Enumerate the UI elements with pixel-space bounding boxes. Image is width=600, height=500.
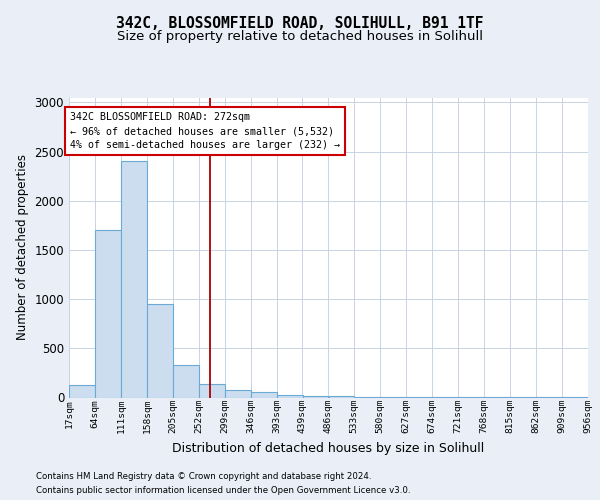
Y-axis label: Number of detached properties: Number of detached properties	[16, 154, 29, 340]
Bar	[121, 162, 146, 398]
Bar	[199, 384, 224, 398]
Text: Contains public sector information licensed under the Open Government Licence v3: Contains public sector information licen…	[36, 486, 410, 495]
X-axis label: Distribution of detached houses by size in Solihull: Distribution of detached houses by size …	[172, 442, 485, 454]
Bar	[277, 394, 302, 398]
Bar	[95, 230, 121, 398]
Bar	[355, 396, 380, 398]
Text: Size of property relative to detached houses in Solihull: Size of property relative to detached ho…	[117, 30, 483, 43]
Bar	[302, 396, 328, 398]
Bar	[251, 392, 277, 398]
Bar	[69, 384, 95, 398]
Bar	[225, 390, 251, 398]
Bar	[147, 304, 173, 398]
Bar	[329, 396, 354, 398]
Bar	[173, 365, 199, 398]
Text: 342C BLOSSOMFIELD ROAD: 272sqm
← 96% of detached houses are smaller (5,532)
4% o: 342C BLOSSOMFIELD ROAD: 272sqm ← 96% of …	[70, 112, 340, 150]
Text: 342C, BLOSSOMFIELD ROAD, SOLIHULL, B91 1TF: 342C, BLOSSOMFIELD ROAD, SOLIHULL, B91 1…	[116, 16, 484, 31]
Text: Contains HM Land Registry data © Crown copyright and database right 2024.: Contains HM Land Registry data © Crown c…	[36, 472, 371, 481]
